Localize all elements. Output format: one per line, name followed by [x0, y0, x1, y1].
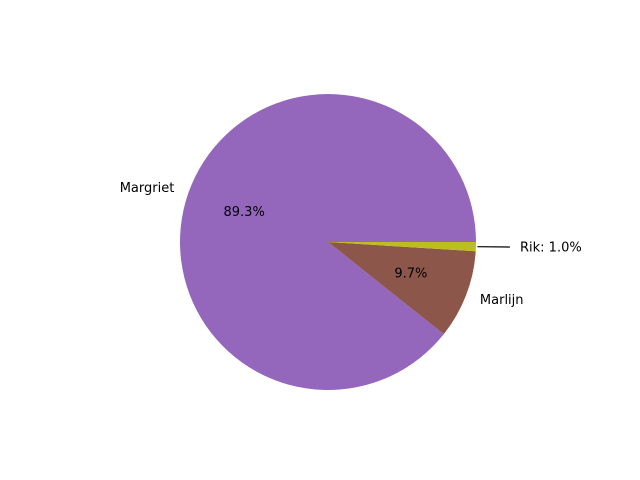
slice-pct-margriet: 89.3% — [224, 205, 265, 220]
pie-slice-rik — [328, 242, 476, 252]
slice-label-marlijn: Marlijn — [480, 293, 524, 308]
slice-label-margriet: Margriet — [120, 181, 175, 196]
pie-slice-marlijn — [328, 242, 476, 335]
slice-pct-marlijn: 9.7% — [394, 266, 427, 281]
annotation-label-rik: Rik: 1.0% — [520, 241, 582, 256]
